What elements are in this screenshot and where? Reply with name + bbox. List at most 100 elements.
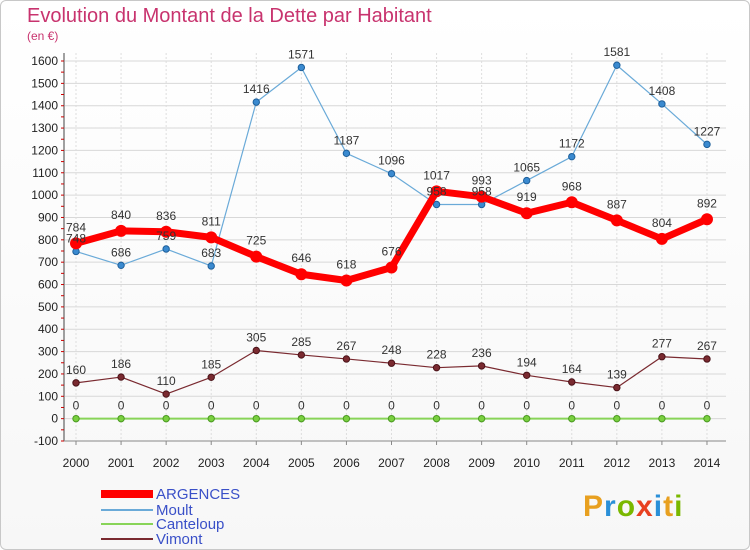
data-point-moult bbox=[432, 200, 441, 209]
data-point-argences bbox=[430, 185, 443, 198]
data-label-argences: 646 bbox=[291, 251, 311, 265]
data-point-argences bbox=[70, 237, 82, 250]
data-point-canteloup bbox=[703, 414, 711, 423]
legend-label-moult: Moult bbox=[156, 502, 194, 519]
legend-swatch-vimont bbox=[101, 538, 153, 540]
data-point-argences bbox=[115, 224, 128, 237]
data-point-argences bbox=[385, 261, 398, 274]
data-point-vimont bbox=[658, 353, 666, 361]
data-point-vimont bbox=[432, 363, 441, 372]
data-point-canteloup bbox=[252, 414, 260, 423]
data-label-moult: 759 bbox=[156, 229, 176, 243]
x-tick-label: 2014 bbox=[694, 456, 721, 470]
data-label-moult: 1571 bbox=[288, 47, 315, 61]
data-label-moult: 1065 bbox=[513, 161, 540, 175]
x-tick-label: 2010 bbox=[513, 456, 540, 470]
x-tick-label: 2009 bbox=[468, 456, 495, 470]
data-point-argences bbox=[520, 207, 533, 220]
data-point-canteloup bbox=[523, 414, 531, 423]
legend-label-argences: ARGENCES bbox=[156, 486, 240, 503]
data-point-canteloup bbox=[72, 414, 80, 423]
data-label-argences: 811 bbox=[202, 214, 221, 228]
data-point-moult bbox=[568, 152, 576, 161]
data-label-argences: 836 bbox=[156, 209, 176, 223]
y-tick-label: 300 bbox=[38, 345, 58, 359]
logo-letter: i bbox=[653, 490, 664, 523]
x-tick-label: 2002 bbox=[153, 456, 180, 470]
data-point-argences bbox=[160, 225, 173, 238]
data-point-vimont bbox=[703, 355, 711, 363]
data-label-moult: 748 bbox=[66, 231, 86, 245]
data-point-moult bbox=[658, 100, 666, 108]
data-label-canteloup: 0 bbox=[253, 399, 260, 413]
data-label-vimont: 228 bbox=[427, 348, 447, 362]
data-label-canteloup: 0 bbox=[73, 399, 80, 413]
data-label-moult: 958 bbox=[427, 185, 447, 199]
data-point-argences bbox=[565, 196, 578, 209]
data-point-vimont bbox=[613, 383, 621, 392]
proxiti-logo: Proxiti bbox=[583, 490, 683, 524]
data-label-vimont: 267 bbox=[697, 339, 717, 353]
data-label-moult: 1227 bbox=[694, 124, 721, 138]
y-tick-label: 1200 bbox=[31, 143, 58, 157]
data-point-argences bbox=[205, 231, 218, 244]
data-label-canteloup: 0 bbox=[613, 399, 620, 413]
data-point-vimont bbox=[387, 359, 396, 367]
data-label-canteloup: 0 bbox=[298, 399, 305, 413]
data-point-moult bbox=[297, 63, 306, 72]
y-tick-label: 900 bbox=[38, 210, 58, 224]
data-point-argences bbox=[340, 274, 353, 287]
data-label-argences: 993 bbox=[472, 174, 492, 188]
data-label-canteloup: 0 bbox=[433, 399, 440, 413]
x-tick-label: 2011 bbox=[559, 456, 585, 470]
data-point-canteloup bbox=[658, 414, 666, 423]
data-point-vimont bbox=[207, 373, 215, 381]
data-label-vimont: 305 bbox=[246, 330, 266, 344]
data-point-moult bbox=[613, 61, 621, 69]
data-label-argences: 618 bbox=[336, 258, 356, 272]
data-label-vimont: 248 bbox=[381, 343, 401, 357]
legend-label-vimont: Vimont bbox=[156, 531, 203, 548]
legend-label-canteloup: Canteloup bbox=[156, 516, 224, 533]
y-tick-label: 600 bbox=[38, 278, 58, 292]
data-label-vimont: 277 bbox=[652, 337, 672, 351]
data-label-argences: 676 bbox=[381, 245, 401, 259]
data-point-vimont bbox=[342, 355, 351, 363]
data-label-argences: 725 bbox=[246, 234, 266, 248]
x-tick-label: 2001 bbox=[108, 456, 135, 470]
data-label-vimont: 236 bbox=[472, 346, 492, 360]
data-point-argences bbox=[295, 268, 308, 281]
data-point-vimont bbox=[72, 379, 80, 387]
data-label-moult: 683 bbox=[201, 246, 221, 260]
y-tick-label: 1100 bbox=[32, 166, 58, 180]
data-label-argences: 1017 bbox=[423, 168, 450, 182]
data-point-argences bbox=[700, 213, 713, 226]
data-label-moult: 1408 bbox=[649, 84, 676, 98]
data-label-canteloup: 0 bbox=[568, 399, 575, 413]
data-label-vimont: 160 bbox=[66, 363, 86, 377]
data-label-moult: 958 bbox=[472, 185, 492, 199]
data-point-vimont bbox=[252, 346, 260, 355]
data-label-canteloup: 0 bbox=[659, 399, 666, 413]
data-point-vimont bbox=[297, 351, 306, 359]
data-point-moult bbox=[252, 98, 260, 106]
x-tick-label: 2013 bbox=[649, 456, 676, 470]
data-point-moult bbox=[162, 245, 170, 253]
data-label-vimont: 267 bbox=[336, 339, 356, 353]
data-label-argences: 840 bbox=[111, 208, 131, 222]
y-tick-label: 200 bbox=[38, 367, 58, 381]
legend-swatch-canteloup bbox=[101, 523, 153, 525]
data-point-vimont bbox=[477, 362, 486, 370]
data-point-canteloup bbox=[568, 414, 576, 423]
data-label-vimont: 186 bbox=[111, 357, 131, 371]
data-label-moult: 1096 bbox=[378, 154, 405, 168]
legend-swatch-moult bbox=[101, 509, 153, 511]
data-point-moult bbox=[117, 261, 125, 270]
data-label-moult: 1187 bbox=[334, 133, 360, 147]
data-point-vimont bbox=[523, 371, 531, 379]
y-tick-label: 0 bbox=[51, 412, 58, 426]
data-label-vimont: 139 bbox=[607, 368, 627, 382]
data-label-argences: 804 bbox=[652, 216, 672, 230]
y-tick-label: 800 bbox=[38, 233, 58, 247]
